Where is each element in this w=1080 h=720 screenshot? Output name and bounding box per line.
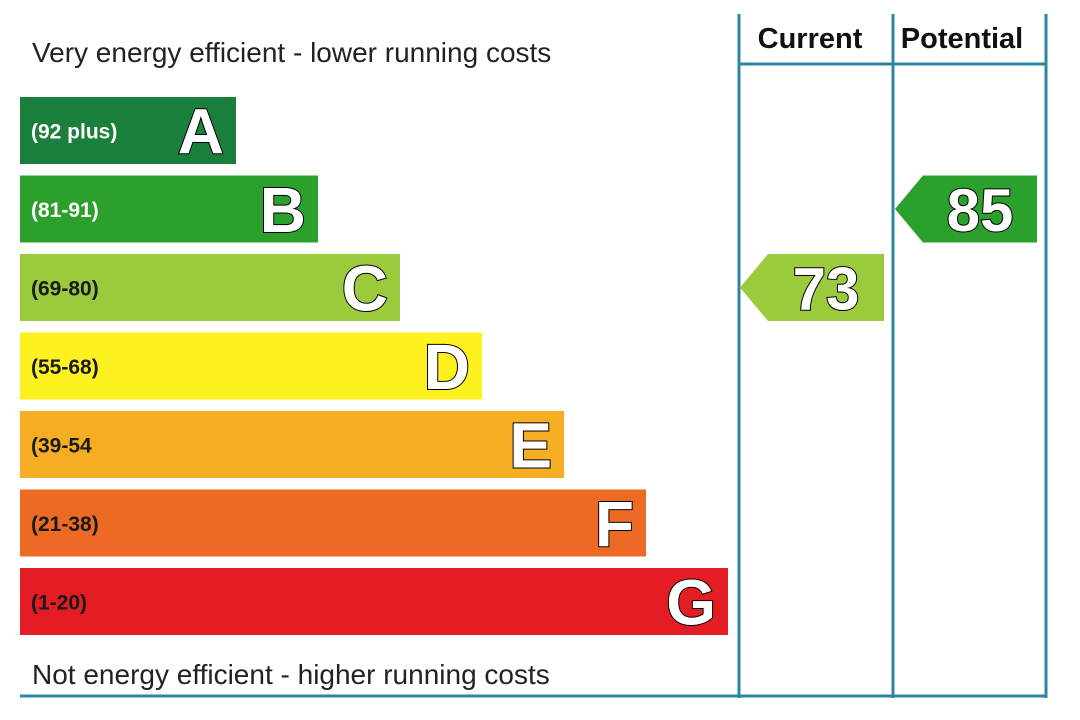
band-f-letter: F bbox=[595, 488, 634, 560]
band-d-letter: D bbox=[424, 331, 470, 403]
band-b-letter: B bbox=[260, 174, 306, 246]
current-score-value: 73 bbox=[793, 256, 860, 323]
band-g-letter: G bbox=[666, 567, 716, 639]
potential-score-arrow: 85 bbox=[895, 175, 1037, 245]
potential-score-value: 85 bbox=[947, 177, 1014, 244]
band-e-range: (39-54 bbox=[31, 435, 92, 458]
potential-column-title: Potential bbox=[901, 23, 1023, 55]
band-e-bar bbox=[20, 411, 564, 478]
band-a-bar bbox=[20, 97, 236, 164]
band-e-letter: E bbox=[509, 410, 552, 482]
current-score-shape bbox=[740, 254, 884, 321]
band-c-bar bbox=[20, 254, 400, 321]
band-g-bar bbox=[20, 568, 728, 635]
bottom-caption: Not energy efficient - higher running co… bbox=[32, 659, 550, 690]
band-b-bar bbox=[20, 175, 318, 243]
band-g: (1-20) G bbox=[20, 566, 728, 640]
top-caption: Very energy efficient - lower running co… bbox=[32, 37, 551, 68]
current-score-arrow: 73 bbox=[740, 254, 884, 324]
band-c-letter: C bbox=[342, 253, 388, 325]
band-a: (92 plus) A bbox=[20, 95, 236, 169]
band-a-letter: A bbox=[178, 96, 224, 168]
table-frame bbox=[20, 14, 1048, 698]
band-f-range: (21-38) bbox=[31, 513, 99, 536]
band-e: (39-54 E bbox=[20, 409, 564, 483]
score-arrows: 73 85 bbox=[740, 175, 1037, 324]
current-column-title: Current bbox=[758, 23, 863, 55]
band-f-bar bbox=[20, 489, 646, 557]
band-d-range: (55-68) bbox=[31, 356, 99, 379]
band-d: (55-68) D bbox=[20, 330, 482, 404]
rating-bands: (92 plus) A(81-91) B(69-80) C(55-68) D(39-54… bbox=[20, 95, 728, 640]
band-f: (21-38) F bbox=[20, 487, 646, 561]
band-c-range: (69-80) bbox=[31, 278, 99, 301]
band-g-range: (1-20) bbox=[31, 592, 87, 615]
band-c: (69-80) C bbox=[20, 252, 400, 326]
band-d-bar bbox=[20, 332, 482, 400]
band-b: (81-91) B bbox=[20, 173, 318, 247]
band-a-range: (92 plus) bbox=[31, 121, 117, 144]
band-b-range: (81-91) bbox=[31, 199, 99, 222]
potential-score-shape bbox=[895, 175, 1037, 243]
